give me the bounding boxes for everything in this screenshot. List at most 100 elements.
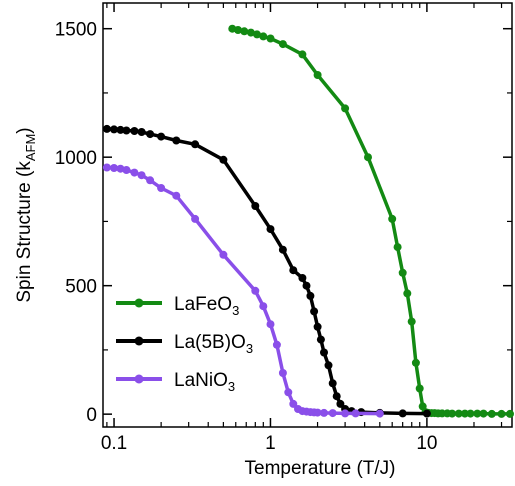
data-point [473, 409, 482, 418]
legend: LaFeO3 La(5B)O3 LaNiO3 [116, 294, 253, 394]
data-point [137, 171, 146, 180]
data-point [130, 168, 139, 177]
x-axis-title: Temperature (T/J) [245, 458, 396, 479]
data-point [320, 348, 328, 357]
data-point [157, 132, 166, 141]
data-point [324, 361, 333, 370]
legend-label-lafeo3: LaFeO3 [174, 294, 239, 318]
data-point [191, 140, 200, 149]
data-point [102, 163, 111, 172]
data-point [466, 409, 475, 418]
data-point [172, 191, 181, 200]
series-lafeo3 [228, 24, 514, 418]
x-tick-label: 0.1 [101, 433, 127, 454]
data-point [422, 409, 431, 418]
data-point [122, 166, 131, 174]
data-point [341, 409, 350, 418]
data-point [310, 307, 319, 316]
data-point [328, 379, 337, 388]
data-point [302, 281, 311, 290]
data-point [375, 409, 384, 418]
data-point [278, 369, 287, 377]
legend-entry-la5bo3: La(5B)O3 [116, 332, 253, 356]
data-point [313, 322, 322, 331]
plot-border [102, 2, 513, 428]
data-point [284, 388, 293, 397]
data-point [320, 408, 328, 417]
data-point [246, 28, 255, 37]
plot-frame [102, 2, 513, 428]
y-tick-label: 1000 [55, 148, 97, 169]
y-tick-label: 0 [86, 405, 97, 426]
data-point [289, 266, 298, 275]
data-point [448, 409, 457, 418]
data-point [266, 225, 275, 234]
data-point [298, 50, 307, 59]
data-point [110, 164, 118, 172]
data-point [506, 409, 514, 418]
data-point [278, 40, 287, 49]
data-point [388, 214, 397, 223]
data-point [122, 126, 131, 135]
data-point [146, 176, 155, 185]
y-axis-title: Spin Structure (kAFM) [14, 127, 38, 302]
data-point [110, 125, 118, 134]
legend-label-la5bo3: La(5B)O3 [174, 332, 253, 356]
data-point [336, 399, 345, 408]
data-point [272, 340, 281, 349]
data-point [407, 317, 416, 326]
data-point [479, 409, 488, 418]
data-point [240, 27, 249, 36]
data-point [403, 289, 412, 298]
data-point [251, 202, 260, 210]
data-point [313, 71, 322, 79]
data-point [102, 124, 111, 133]
data-point [497, 409, 506, 418]
series-layer [102, 24, 514, 418]
y-tick-label: 500 [65, 277, 97, 298]
data-point [328, 409, 337, 418]
data-point [157, 184, 166, 192]
data-point [259, 302, 268, 311]
legend-entry-lanio3: LaNiO3 [116, 370, 235, 394]
y-axis-title-sub: AFM [23, 134, 38, 161]
data-point [116, 125, 125, 134]
data-point [191, 214, 200, 223]
series-line [231, 26, 510, 416]
data-point [266, 34, 275, 43]
data-point [364, 153, 372, 162]
legend-marker-lafeo3 [134, 298, 144, 308]
legend-marker-lanio3 [134, 374, 144, 384]
series-lanio3 [102, 163, 384, 418]
data-point [251, 286, 260, 295]
data-point [460, 409, 469, 418]
data-point [332, 392, 341, 401]
y-axis-title-main: Spin Structure (k [14, 161, 35, 303]
data-point [313, 408, 322, 417]
data-point [487, 409, 496, 418]
data-point [219, 155, 228, 164]
data-point [289, 399, 298, 408]
legend-label-lanio3: LaNiO3 [174, 370, 235, 394]
data-point [219, 250, 228, 259]
data-point [278, 245, 287, 254]
data-point [411, 358, 420, 367]
series-la5bo3 [102, 124, 431, 418]
data-point [172, 136, 181, 145]
data-point [351, 409, 360, 418]
y-tick-label: 1500 [55, 20, 97, 41]
data-point [316, 335, 325, 344]
series-line [106, 127, 427, 416]
legend-entry-lafeo3: LaFeO3 [116, 294, 239, 318]
data-point [234, 26, 242, 34]
data-point [137, 128, 146, 136]
data-point [398, 409, 407, 418]
legend-marker-la5bo3 [134, 336, 144, 346]
data-point [393, 243, 402, 252]
x-tick-label: 10 [416, 433, 437, 454]
data-point [341, 104, 350, 113]
y-axis-title-end: ) [14, 127, 35, 133]
x-tick-label: 1 [265, 433, 276, 454]
data-point [130, 127, 139, 135]
